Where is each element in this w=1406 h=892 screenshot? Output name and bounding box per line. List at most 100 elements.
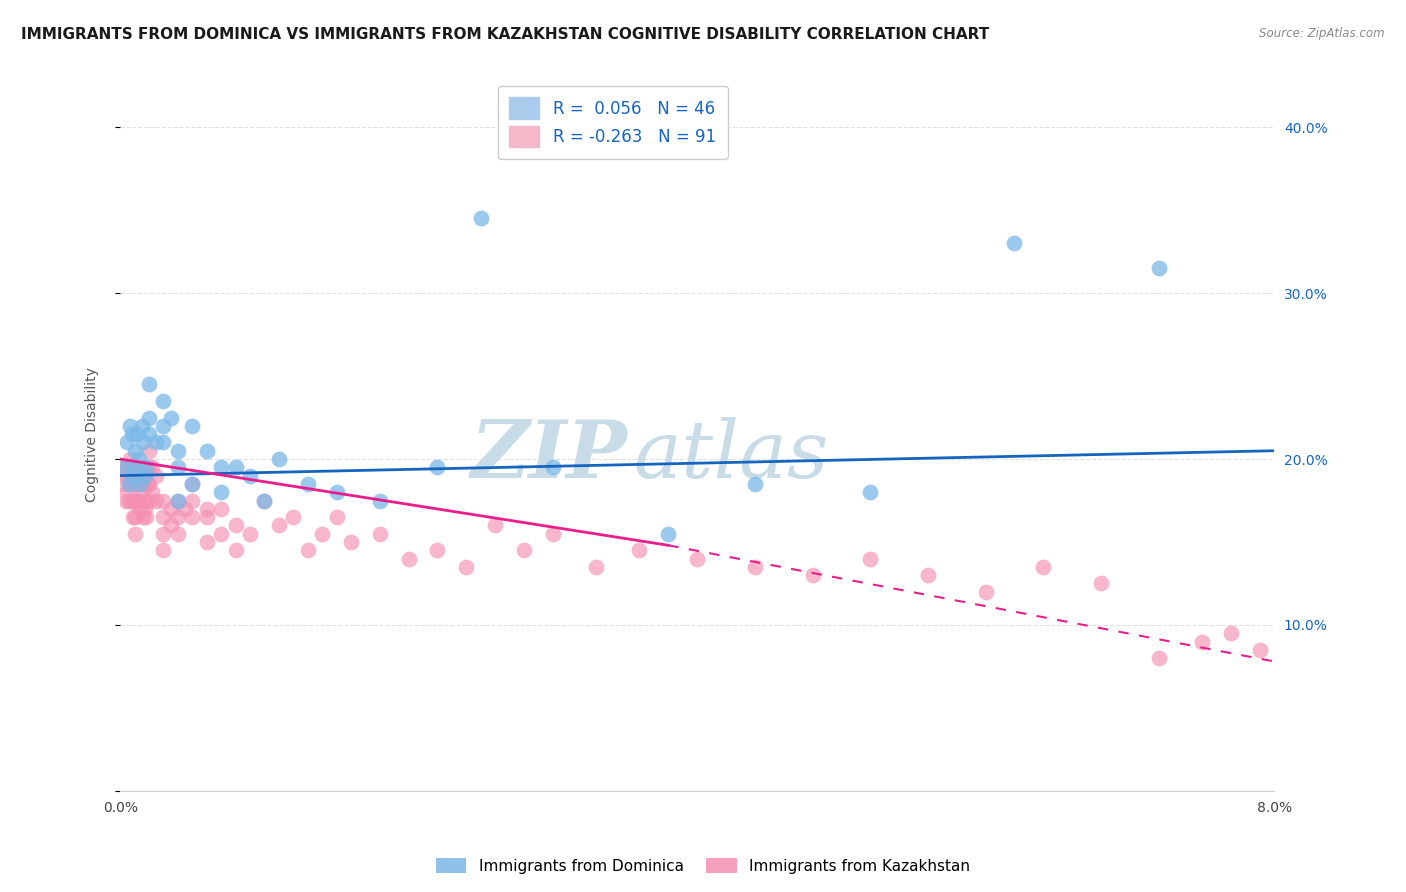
Point (138, 477, 160, 491)
Point (166, 443, 188, 458)
Point (744, 559, 766, 574)
Point (513, 543, 536, 558)
Point (1032, 559, 1054, 574)
Point (209, 526, 232, 541)
Point (657, 526, 679, 541)
Point (456, 559, 478, 574)
Point (132, 510, 155, 524)
Text: Source: ZipAtlas.com: Source: ZipAtlas.com (1260, 27, 1385, 40)
Point (181, 477, 204, 491)
Point (181, 477, 204, 491)
Point (267, 452, 290, 467)
Point (127, 427, 149, 442)
Point (166, 493, 188, 508)
Point (166, 493, 188, 508)
Point (541, 460, 564, 475)
Point (159, 410, 181, 425)
Point (138, 443, 160, 458)
Point (120, 452, 142, 467)
Point (152, 526, 174, 541)
Point (124, 493, 146, 508)
Point (121, 493, 143, 508)
Point (1004, 236, 1026, 251)
Point (118, 477, 141, 491)
Point (117, 485, 139, 500)
Point (138, 427, 160, 442)
Y-axis label: Cognitive Disability: Cognitive Disability (86, 367, 100, 501)
Point (111, 460, 134, 475)
Point (152, 543, 174, 558)
Point (124, 510, 146, 524)
Point (145, 435, 167, 450)
Point (118, 493, 141, 508)
Point (114, 477, 136, 491)
Text: ZIP: ZIP (471, 417, 628, 494)
Point (628, 543, 651, 558)
Point (122, 477, 145, 491)
Point (131, 460, 153, 475)
Point (686, 551, 709, 566)
Point (117, 460, 139, 475)
Point (368, 493, 391, 508)
Point (135, 460, 157, 475)
Point (128, 493, 150, 508)
Point (1277, 501, 1299, 516)
Point (122, 510, 145, 524)
Point (120, 477, 142, 491)
Point (117, 435, 139, 450)
Point (132, 435, 155, 450)
Point (470, 211, 492, 226)
Point (114, 460, 136, 475)
Point (129, 477, 152, 491)
Point (181, 510, 204, 524)
Point (801, 568, 824, 582)
Point (127, 477, 149, 491)
Point (127, 493, 149, 508)
Point (1219, 626, 1241, 640)
Text: IMMIGRANTS FROM DOMINICA VS IMMIGRANTS FROM KAZAKHSTAN COGNITIVE DISABILITY CORR: IMMIGRANTS FROM DOMINICA VS IMMIGRANTS F… (21, 27, 990, 42)
Point (152, 510, 174, 524)
Point (225, 518, 247, 533)
Point (325, 485, 347, 500)
Point (1147, 651, 1170, 665)
Point (131, 418, 153, 433)
Point (131, 485, 153, 500)
Point (159, 518, 181, 533)
Point (209, 501, 232, 516)
Point (121, 460, 143, 475)
Point (152, 394, 174, 409)
Point (166, 460, 188, 475)
Point (340, 535, 363, 549)
Point (136, 477, 159, 491)
Point (124, 526, 146, 541)
Point (225, 460, 247, 475)
Point (152, 493, 174, 508)
Point (121, 427, 143, 442)
Point (426, 460, 449, 475)
Point (253, 493, 276, 508)
Point (541, 526, 564, 541)
Text: atlas: atlas (634, 417, 830, 494)
Point (166, 526, 188, 541)
Point (181, 418, 204, 433)
Point (368, 526, 391, 541)
Point (152, 435, 174, 450)
Point (426, 543, 449, 558)
Point (1090, 576, 1112, 591)
Point (122, 468, 145, 483)
Point (138, 493, 160, 508)
Point (141, 460, 163, 475)
Point (145, 493, 167, 508)
Point (124, 477, 146, 491)
Point (135, 493, 157, 508)
Point (129, 501, 152, 516)
Point (253, 493, 276, 508)
Point (239, 526, 262, 541)
Point (120, 418, 142, 433)
Point (283, 510, 305, 524)
Point (138, 410, 160, 425)
Point (398, 551, 420, 566)
Point (135, 510, 157, 524)
Point (174, 501, 197, 516)
Point (115, 468, 138, 483)
